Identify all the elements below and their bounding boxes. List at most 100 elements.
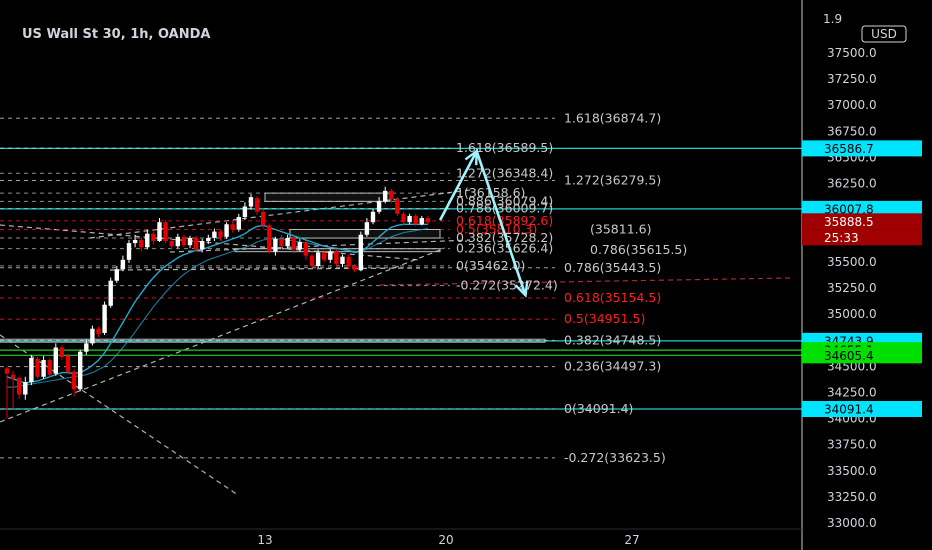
candle-body bbox=[236, 216, 241, 230]
candle-body bbox=[206, 237, 211, 241]
fib-level-label: 0.382(34748.5) bbox=[564, 332, 661, 347]
price-tick-label: 33000.0 bbox=[827, 516, 877, 530]
candle-body bbox=[370, 211, 376, 223]
price-tick-label: 37000.0 bbox=[827, 98, 877, 112]
candle-body bbox=[90, 328, 95, 344]
fib-level-label: 1.618(36589.5) bbox=[456, 140, 553, 155]
candle-body bbox=[230, 224, 235, 230]
price-tick-label: 33750.0 bbox=[827, 438, 877, 452]
fib-level-label: 1.272(36348.4) bbox=[456, 165, 553, 180]
fib-level-label: 0.618(35154.5) bbox=[564, 290, 661, 305]
currency-label: USD bbox=[871, 27, 897, 41]
candle-body bbox=[163, 222, 168, 241]
candle-body bbox=[291, 237, 296, 250]
candle-body bbox=[279, 238, 284, 247]
candle-body bbox=[108, 280, 113, 306]
candle-body bbox=[78, 351, 83, 390]
time-axis[interactable]: 13 20 27 bbox=[257, 533, 639, 547]
price-tick-label: 37250.0 bbox=[827, 72, 877, 86]
candle-body bbox=[401, 213, 406, 223]
price-badge-bg bbox=[802, 140, 922, 157]
fib-level-label: 0.786(35443.5) bbox=[564, 260, 661, 275]
candle-body bbox=[120, 259, 126, 270]
arrow-head bbox=[514, 281, 529, 298]
fib-level-label: 0.5(34951.5) bbox=[564, 311, 645, 326]
candle-body bbox=[193, 237, 199, 250]
candle-body bbox=[10, 374, 16, 379]
projection-arrows bbox=[438, 147, 529, 298]
price-tick-label: 33250.0 bbox=[827, 490, 877, 504]
candle-body bbox=[175, 236, 180, 247]
candle-body bbox=[254, 198, 260, 212]
candle-body bbox=[346, 256, 351, 267]
price-badge-bg bbox=[802, 229, 922, 246]
price-tick-label: 36750.0 bbox=[827, 124, 877, 138]
trendline bbox=[109, 267, 421, 271]
drawn-rectangle bbox=[264, 192, 391, 202]
fib-level-label: 0.786(36009.7) bbox=[456, 201, 553, 216]
price-badge-bg bbox=[802, 213, 922, 230]
candle-body bbox=[309, 255, 315, 267]
price-tick-label: 36250.0 bbox=[827, 177, 877, 191]
chart-title: US Wall St 30, 1h, OANDA bbox=[22, 27, 211, 42]
candle-body bbox=[383, 190, 388, 202]
fib-level-label: 0(35462.0) bbox=[456, 258, 525, 273]
candle-body bbox=[23, 382, 28, 395]
price-badge-bg bbox=[802, 401, 922, 418]
price-badges: 36586.736007.835888.525:3334743.934655.1… bbox=[802, 140, 922, 418]
price-tick-label: 35000.0 bbox=[827, 307, 877, 321]
fib-level-label: 0.5(35810.3) bbox=[456, 221, 537, 236]
fib-level-label: 0.786(35615.5) bbox=[590, 242, 687, 257]
candle-body bbox=[425, 218, 431, 223]
candle-body bbox=[261, 211, 266, 226]
price-tick-label: 37500.0 bbox=[827, 46, 877, 60]
price-badge-bg bbox=[802, 347, 922, 364]
fib-level-label: 0.618(35892.6) bbox=[456, 213, 553, 228]
price-badge-label: 25:33 bbox=[824, 231, 859, 245]
candle-body bbox=[303, 242, 309, 256]
candle-body bbox=[71, 371, 77, 390]
candle-body bbox=[53, 347, 58, 374]
fib-level-label: -0.272(35272.4) bbox=[456, 278, 558, 293]
candle-body bbox=[145, 233, 150, 248]
candle-body bbox=[358, 234, 363, 271]
trendline bbox=[89, 189, 471, 239]
fib-level-label: -0.272(33623.5) bbox=[564, 450, 666, 465]
candle-body bbox=[139, 239, 144, 248]
currency-badge[interactable] bbox=[861, 25, 907, 43]
candle-body bbox=[248, 197, 254, 207]
candle-body bbox=[47, 360, 52, 375]
candle-body bbox=[17, 377, 22, 395]
candle-body bbox=[267, 225, 272, 252]
candle-body bbox=[132, 239, 138, 244]
candle-body bbox=[413, 215, 418, 225]
candle-body bbox=[181, 236, 187, 246]
candle-body bbox=[4, 368, 10, 374]
candle-body bbox=[273, 238, 278, 252]
time-tick-label: 13 bbox=[257, 533, 272, 547]
candle-body bbox=[315, 252, 321, 267]
candle-body bbox=[419, 218, 424, 225]
candle-body bbox=[389, 190, 394, 200]
scale-top-label: 1.9 bbox=[823, 12, 842, 26]
candle-body bbox=[96, 328, 101, 334]
candle-body bbox=[200, 241, 205, 250]
candle-body bbox=[29, 357, 34, 382]
moving-average-line bbox=[7, 227, 428, 388]
candle-body bbox=[126, 243, 132, 260]
candle-body bbox=[407, 215, 412, 223]
candle-body bbox=[84, 343, 89, 352]
fib-level-label: (35811.6) bbox=[590, 221, 651, 236]
candle-body bbox=[59, 347, 65, 357]
candle-body bbox=[364, 222, 370, 235]
price-badge-label: 34091.4 bbox=[824, 403, 874, 417]
fib-level-label: 0.236(35626.4) bbox=[456, 241, 553, 256]
candle-body bbox=[218, 231, 223, 237]
fib-level-label: 0.236(34497.3) bbox=[564, 359, 661, 374]
time-tick-label: 27 bbox=[624, 533, 639, 547]
candle-body bbox=[151, 233, 156, 241]
candle-body bbox=[285, 237, 290, 247]
moving-averages bbox=[6, 223, 428, 388]
